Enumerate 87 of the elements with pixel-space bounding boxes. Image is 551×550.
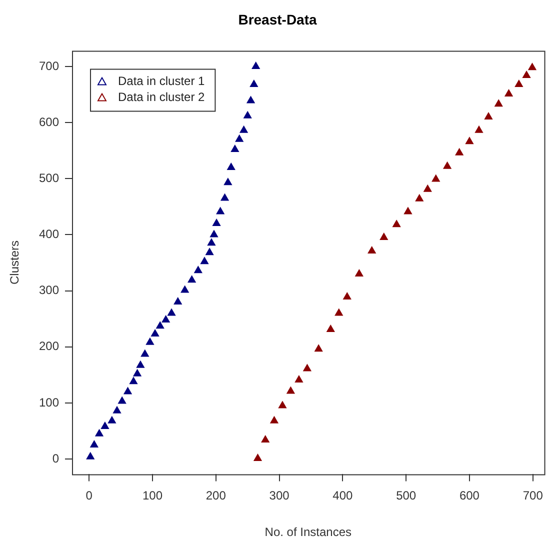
point [208,238,216,246]
y-tick-label: 500 [38,170,60,185]
point [108,416,116,424]
point [124,387,132,394]
y-tick-label: 600 [38,114,60,129]
legend-label: Data in cluster 2 [118,90,206,104]
point [194,266,202,274]
point [294,375,303,382]
point [303,364,312,372]
point [244,111,252,118]
point [466,137,474,144]
x-tick-label: 500 [396,488,416,503]
point [326,325,335,332]
point [216,207,224,214]
point [252,62,260,70]
point [86,452,94,460]
point [212,219,220,226]
point [210,230,218,238]
point [475,126,483,133]
point [136,360,144,368]
point [174,298,182,305]
point [528,63,536,70]
point [504,89,513,96]
point [146,338,154,345]
x-tick-label: 400 [332,488,354,503]
point [113,406,121,414]
x-tick-label: 300 [269,488,290,503]
point [156,322,164,329]
y-tick-label: 300 [38,283,60,298]
point [180,286,189,293]
point [133,369,142,376]
point [314,344,323,352]
point [355,269,364,276]
point [90,440,98,448]
y-tick-label: 700 [38,58,60,73]
point [200,257,208,264]
point [151,330,160,336]
point [278,401,286,408]
point [432,174,440,182]
y-tick-label: 200 [38,339,60,354]
point [254,454,262,461]
x-tick-label: 100 [142,488,163,503]
chart-title: Breast-Data [238,11,318,28]
point [514,80,523,87]
point [101,422,109,430]
point [424,184,432,192]
x-tick-label: 0 [86,488,93,503]
point [250,80,258,87]
point [455,148,464,156]
point [118,396,126,404]
point [206,248,214,256]
point [188,276,196,283]
point [404,207,412,214]
point [334,308,343,316]
y-tick-label: 100 [38,395,60,410]
point [227,162,236,170]
x-tick-label: 700 [522,488,544,503]
point [230,145,239,152]
x-axis-title: No. of Instances [264,525,352,540]
point [224,178,232,186]
point [235,134,244,142]
point [130,377,138,384]
point [392,220,401,228]
point [220,194,229,201]
y-axis-title: Clusters [8,240,22,285]
point [246,96,255,104]
point [261,435,270,442]
point [270,416,278,424]
point [168,308,176,316]
y-tick-label: 0 [52,451,60,466]
point [494,100,503,107]
point [286,386,295,394]
x-tick-label: 200 [206,488,226,503]
point [343,292,352,300]
point [95,429,104,436]
point [415,194,424,202]
legend-label: Data in cluster 1 [118,74,206,88]
point [140,350,149,357]
point [522,70,530,78]
point [484,112,492,120]
y-tick-label: 400 [38,227,60,242]
point [368,246,376,254]
point [443,162,452,169]
point [380,233,388,240]
point [162,315,170,322]
x-tick-label: 600 [459,488,480,503]
point [240,126,248,133]
